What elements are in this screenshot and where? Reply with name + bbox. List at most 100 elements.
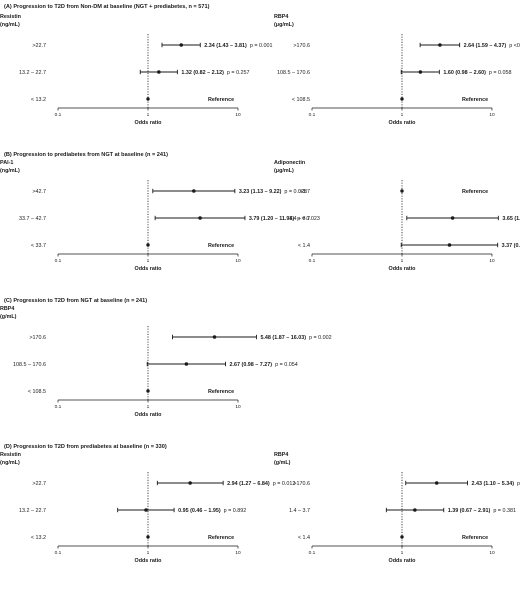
p-value: p = 0.257 <box>227 70 250 76</box>
row-stats: 1.39 (0.67 – 2.91) p = 0.381 <box>448 508 516 514</box>
odds-ratio-point <box>179 43 184 47</box>
category-label: 1.4 – 3.7 <box>289 508 310 514</box>
category-label: >22.7 <box>32 481 46 487</box>
forest-panel: Resistin (ng/mL) 0.1 1 10 Odds ratio >22.7 2.94… <box>0 452 295 564</box>
reference-point <box>146 535 150 539</box>
ci-text: 2.67 (0.98 – 7.27) <box>230 362 273 368</box>
category-label: 1.4 – 3.7 <box>289 216 310 222</box>
row-stats: 3.37 (0.98 – 11.56)p = 0.053 <box>502 243 520 249</box>
row-stats: 5.48 (1.87 – 16.03) p = 0.002 <box>260 335 331 341</box>
row-stats: 3.79 (1.20 – 11.94) p = 0.023 <box>249 216 320 222</box>
category-label: >170.6 <box>29 335 46 341</box>
x-tick-label: 10 <box>235 258 241 264</box>
ci-text: 2.43 (1.10 – 5.34) <box>471 481 514 487</box>
ci-text: 0.95 (0.46 – 1.95) <box>178 508 221 514</box>
category-label: < 33.7 <box>31 243 46 249</box>
x-tick-label: 10 <box>235 404 241 410</box>
panel-title-line: (ng/mL) <box>0 22 20 28</box>
p-value: p = 0.028 <box>284 189 307 195</box>
category-label: >22.7 <box>32 43 46 49</box>
category-label: 13.2 – 22.7 <box>19 508 46 514</box>
reference-label: Reference <box>462 535 488 541</box>
odds-ratio-point <box>418 70 423 74</box>
row-stats: 3.65 (1.13 – 11.76)p = 0.030 <box>502 216 520 222</box>
x-axis-title: Odds ratio <box>135 120 163 126</box>
row-stats: 2.64 (1.59 – 4.37)p <0.001 <box>464 43 520 49</box>
category-label: 108.5 – 170.6 <box>277 70 310 76</box>
ci-text: 2.94 (1.27 – 6.84) <box>227 481 270 487</box>
category-label: >170.6 <box>293 481 310 487</box>
x-tick-label: 0.1 <box>309 112 316 118</box>
row-stats: 3.23 (1.13 – 9.22) p = 0.028 <box>239 189 307 195</box>
p-value: p <0.001 <box>509 43 520 49</box>
x-axis-title: Odds ratio <box>135 266 163 272</box>
x-tick-label: 10 <box>235 112 241 118</box>
forest-panel: RBP4 (g/mL) 0.1 1 10 Odds ratio >170.6 2.43 (1.… <box>274 452 520 564</box>
panel-title-line: RBP4 <box>274 452 288 458</box>
row-stats: 0.95 (0.46 – 1.95) p = 0.892 <box>178 508 246 514</box>
forest-panels: Resistin (ng/mL) 0.1 1 10 Odds ratio >22.7 2.34… <box>0 14 520 564</box>
category-label: < 108.5 <box>292 97 310 103</box>
odds-ratio-point <box>447 243 452 247</box>
ci-text: 3.65 (1.13 – 11.76) <box>502 216 520 222</box>
x-tick-label: 1 <box>147 550 150 556</box>
category-label: 33.7 – 42.7 <box>19 216 46 222</box>
forest-panel: RBP4 (μg/mL) 0.1 1 10 Odds ratio >170.6 2.64 (1… <box>274 14 520 126</box>
category-label: < 13.2 <box>31 535 46 541</box>
x-tick-label: 0.1 <box>55 550 62 556</box>
section-c-heading: (C) Progression to T2D from NGT at basel… <box>4 298 147 304</box>
odds-ratio-point <box>434 481 439 485</box>
x-axis-title: Odds ratio <box>389 558 417 564</box>
section-b-heading: (B) Progression to prediabetes from NGT … <box>4 152 168 158</box>
odds-ratio-point <box>438 43 442 47</box>
ci-text: 1.39 (0.67 – 2.91) <box>448 508 491 514</box>
panel-title-line: (g/mL) <box>274 460 291 466</box>
row-stats: 2.43 (1.10 – 5.34)p = 0.028 <box>471 481 520 487</box>
p-value: p = 0.892 <box>224 508 247 514</box>
panel-title-line: (g/mL) <box>0 314 17 320</box>
odds-ratio-point <box>157 70 161 74</box>
row-stats: 2.34 (1.43 – 3.81) p = 0.001 <box>204 43 272 49</box>
x-tick-label: 1 <box>147 258 150 264</box>
forest-panel: RBP4 (g/mL) 0.1 1 10 Odds ratio >170.6 5.48 (1.… <box>0 306 332 418</box>
panel-title-line: RBP4 <box>274 14 288 20</box>
x-tick-label: 10 <box>235 550 241 556</box>
x-axis-title: Odds ratio <box>389 266 417 272</box>
p-value: p = 0.001 <box>250 43 273 49</box>
panel-title-line: (μg/mL) <box>274 168 294 174</box>
p-value: p = 0.028 <box>517 481 520 487</box>
x-axis-title: Odds ratio <box>135 558 163 564</box>
odds-ratio-point <box>413 508 417 512</box>
ci-text: 3.79 (1.20 – 11.94) <box>249 216 294 222</box>
x-tick-label: 1 <box>401 112 404 118</box>
category-label: < 108.5 <box>28 389 46 395</box>
reference-label: Reference <box>462 189 488 195</box>
ci-text: 2.34 (1.43 – 3.81) <box>204 43 247 49</box>
reference-label: Reference <box>462 97 488 103</box>
x-tick-label: 0.1 <box>55 404 62 410</box>
reference-label: Reference <box>208 97 234 103</box>
ci-text: 1.60 (0.98 – 2.60) <box>443 70 486 76</box>
p-value: p = 0.058 <box>489 70 512 76</box>
ci-text: 1.32 (0.82 – 2.12) <box>181 70 224 76</box>
forest-panel: PAI-1 (ng/mL) 0.1 1 10 Odds ratio >42.7 3.23 (1… <box>0 160 320 272</box>
ci-text: 5.48 (1.87 – 16.03) <box>260 335 306 341</box>
reference-point <box>400 97 404 101</box>
reference-point <box>146 97 150 101</box>
reference-point <box>146 243 150 247</box>
x-axis-title: Odds ratio <box>389 120 417 126</box>
ci-text: 3.37 (0.98 – 11.56) <box>502 243 520 249</box>
ci-text: 2.64 (1.59 – 4.37) <box>464 43 507 49</box>
category-label: 108.5 – 170.6 <box>13 362 46 368</box>
category-label: < 1.4 <box>298 535 310 541</box>
panel-title-line: (μg/mL) <box>274 22 294 28</box>
x-tick-label: 0.1 <box>55 258 62 264</box>
category-label: < 1.4 <box>298 243 310 249</box>
reference-label: Reference <box>208 535 234 541</box>
ci-text: 3.23 (1.13 – 9.22) <box>239 189 282 195</box>
odds-ratio-point <box>184 362 189 366</box>
panel-title-line: (ng/mL) <box>0 460 20 466</box>
category-label: >170.6 <box>293 43 310 49</box>
x-tick-label: 1 <box>147 112 150 118</box>
